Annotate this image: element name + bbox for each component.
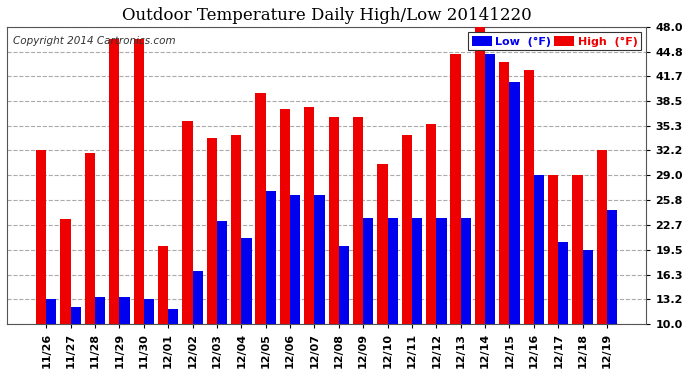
Bar (241, 238, 252, 375)
Text: Copyright 2014 Cartronics.com: Copyright 2014 Cartronics.com (13, 36, 176, 46)
Bar (46, 299, 57, 375)
Bar (61, 219, 70, 375)
Bar (266, 191, 276, 375)
Bar (280, 109, 290, 375)
Bar (573, 176, 582, 375)
Bar (558, 242, 569, 375)
Bar (524, 70, 534, 375)
Bar (95, 297, 106, 375)
Bar (412, 218, 422, 375)
Bar (548, 176, 558, 375)
Bar (451, 54, 461, 375)
Bar (426, 124, 436, 375)
Bar (353, 117, 363, 375)
Bar (134, 39, 144, 375)
Bar (304, 106, 315, 375)
Bar (363, 218, 373, 375)
Bar (168, 309, 179, 375)
Bar (158, 246, 168, 375)
Bar (485, 54, 495, 375)
Bar (255, 93, 266, 375)
Bar (231, 135, 241, 375)
Bar (339, 246, 349, 375)
Bar (607, 210, 618, 375)
Title: Outdoor Temperature Daily High/Low 20141220: Outdoor Temperature Daily High/Low 20141… (121, 7, 531, 24)
Bar (388, 218, 398, 375)
Bar (402, 135, 412, 375)
Bar (119, 297, 130, 375)
Bar (534, 176, 544, 375)
Bar (461, 218, 471, 375)
Bar (36, 150, 46, 375)
Bar (328, 117, 339, 375)
Bar (509, 82, 520, 375)
Bar (475, 26, 485, 375)
Bar (85, 153, 95, 375)
Bar (217, 220, 227, 375)
Bar (597, 150, 607, 375)
Bar (182, 121, 193, 375)
Bar (315, 195, 325, 375)
Bar (109, 39, 119, 375)
Bar (377, 164, 388, 375)
Bar (290, 195, 300, 375)
Bar (144, 299, 154, 375)
Bar (582, 249, 593, 375)
Bar (193, 271, 203, 375)
Bar (500, 62, 509, 375)
Bar (436, 218, 446, 375)
Legend: Low  (°F), High  (°F): Low (°F), High (°F) (469, 33, 641, 50)
Bar (70, 308, 81, 375)
Bar (207, 138, 217, 375)
